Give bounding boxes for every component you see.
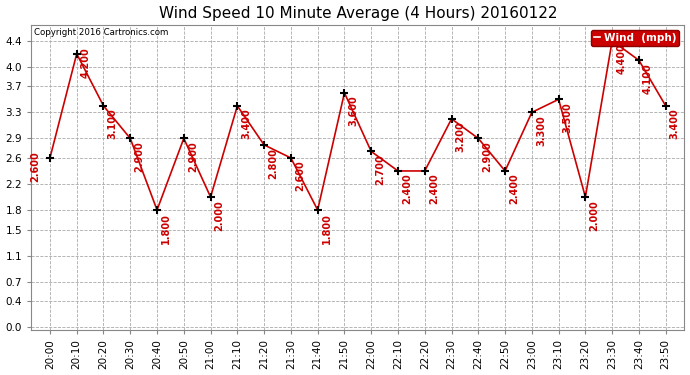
Text: 3.400: 3.400 — [241, 109, 252, 140]
Title: Wind Speed 10 Minute Average (4 Hours) 20160122: Wind Speed 10 Minute Average (4 Hours) 2… — [159, 6, 557, 21]
Text: 2.900: 2.900 — [188, 141, 198, 172]
Text: 3.500: 3.500 — [563, 102, 573, 133]
Text: 4.200: 4.200 — [81, 47, 91, 78]
Text: 2.000: 2.000 — [215, 200, 225, 231]
Text: 2.600: 2.600 — [295, 161, 305, 192]
Text: 1.800: 1.800 — [322, 213, 332, 244]
Text: 3.200: 3.200 — [455, 122, 466, 152]
Text: 2.400: 2.400 — [402, 174, 412, 204]
Text: 2.700: 2.700 — [375, 154, 386, 185]
Text: 4.100: 4.100 — [643, 63, 653, 94]
Text: 3.100: 3.100 — [108, 109, 118, 140]
Text: 2.600: 2.600 — [30, 151, 41, 182]
Legend: Wind  (mph): Wind (mph) — [591, 30, 679, 46]
Text: Copyright 2016 Cartronics.com: Copyright 2016 Cartronics.com — [34, 27, 169, 36]
Text: 2.400: 2.400 — [429, 174, 439, 204]
Text: 3.600: 3.600 — [348, 96, 359, 126]
Text: 1.800: 1.800 — [161, 213, 171, 244]
Text: 2.000: 2.000 — [589, 200, 600, 231]
Text: 3.400: 3.400 — [670, 109, 680, 140]
Text: 2.400: 2.400 — [509, 174, 520, 204]
Text: 4.400: 4.400 — [616, 44, 627, 74]
Text: 2.900: 2.900 — [135, 141, 144, 172]
Text: 2.900: 2.900 — [482, 141, 493, 172]
Text: 2.800: 2.800 — [268, 148, 278, 178]
Text: 3.300: 3.300 — [536, 115, 546, 146]
